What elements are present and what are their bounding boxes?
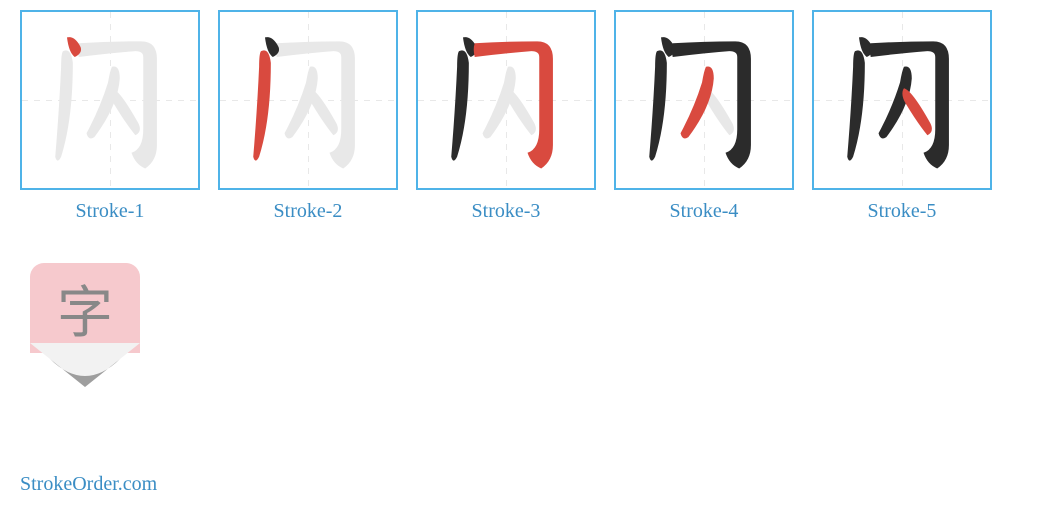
logo-cell: 字	[20, 253, 150, 403]
character-svg	[814, 12, 990, 188]
stroke-box	[218, 10, 398, 190]
character-svg	[616, 12, 792, 188]
logo-pencil-tip	[30, 343, 140, 391]
completed-stroke	[451, 50, 469, 160]
stroke-box	[416, 10, 596, 190]
completed-stroke	[649, 50, 667, 160]
stroke-row: Stroke-1 Stroke-2 Stroke-3 Stroke-4 Stroke-5	[20, 10, 1030, 223]
pending-stroke	[308, 88, 338, 135]
stroke-label: Stroke-1	[76, 200, 145, 223]
stroke-box	[614, 10, 794, 190]
stroke-label: Stroke-2	[274, 200, 343, 223]
character-svg	[22, 12, 198, 188]
stroke-label: Stroke-4	[670, 200, 739, 223]
stroke-box	[812, 10, 992, 190]
stroke-label: Stroke-5	[868, 200, 937, 223]
current-stroke	[902, 88, 932, 135]
stroke-box	[20, 10, 200, 190]
watermark-text: StrokeOrder.com	[20, 473, 157, 496]
stroke-cell: Stroke-3	[416, 10, 596, 223]
logo-row: 字	[20, 253, 1030, 403]
stroke-cell: Stroke-2	[218, 10, 398, 223]
stroke-cell: Stroke-5	[812, 10, 992, 223]
pending-stroke	[110, 88, 140, 135]
site-logo: 字	[20, 253, 150, 403]
pending-stroke	[506, 88, 536, 135]
completed-stroke	[847, 50, 865, 160]
stroke-cell: Stroke-1	[20, 10, 200, 223]
current-stroke	[253, 50, 271, 160]
logo-badge: 字	[30, 263, 140, 353]
pending-stroke	[55, 50, 73, 160]
stroke-label: Stroke-3	[472, 200, 541, 223]
character-svg	[418, 12, 594, 188]
character-svg	[220, 12, 396, 188]
stroke-cell: Stroke-4	[614, 10, 794, 223]
logo-character: 字	[57, 268, 113, 349]
